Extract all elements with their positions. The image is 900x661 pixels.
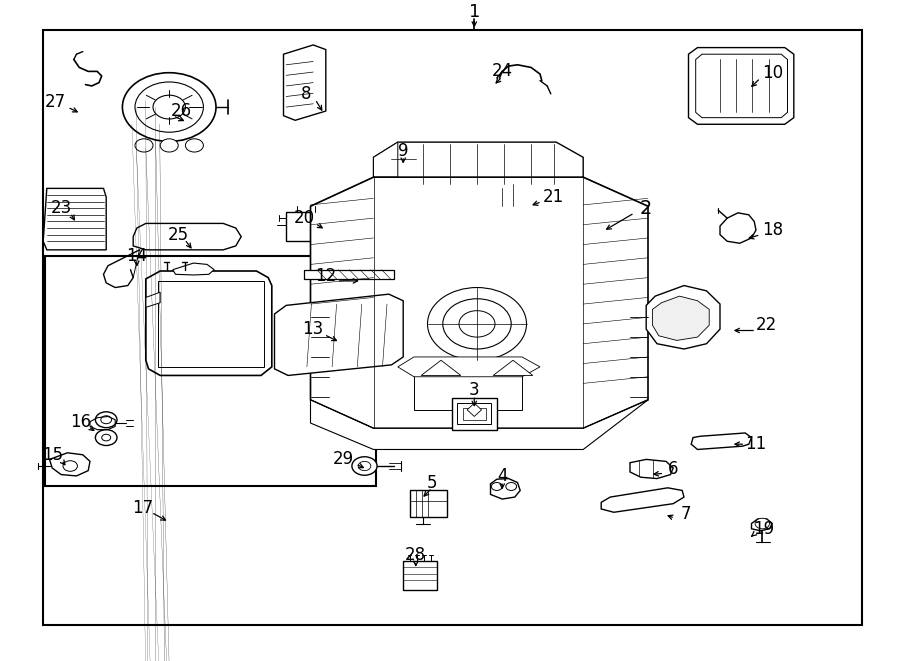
Text: 27: 27 (45, 93, 67, 112)
Polygon shape (491, 479, 520, 499)
Text: 1: 1 (469, 3, 480, 21)
Circle shape (102, 434, 111, 441)
Bar (286, 212, 331, 241)
Text: 7: 7 (680, 505, 691, 524)
Text: 4: 4 (497, 467, 508, 485)
Polygon shape (646, 286, 720, 349)
Bar (45, 256, 376, 486)
Polygon shape (146, 292, 160, 307)
Circle shape (63, 461, 77, 471)
Circle shape (491, 483, 502, 490)
Text: 14: 14 (126, 247, 148, 266)
Bar (158, 281, 264, 367)
Text: 18: 18 (761, 221, 783, 239)
Polygon shape (50, 453, 90, 476)
Polygon shape (374, 142, 583, 185)
Circle shape (101, 416, 112, 424)
Polygon shape (696, 54, 788, 118)
Circle shape (153, 95, 185, 119)
Text: 3: 3 (469, 381, 480, 399)
Circle shape (506, 483, 517, 490)
Polygon shape (43, 188, 106, 250)
Polygon shape (688, 48, 794, 124)
Text: 6: 6 (668, 460, 679, 479)
Circle shape (459, 311, 495, 337)
Text: 24: 24 (491, 62, 513, 81)
Text: 16: 16 (70, 412, 92, 431)
Text: 9: 9 (398, 141, 409, 160)
Circle shape (428, 288, 526, 360)
Circle shape (122, 73, 216, 141)
Polygon shape (652, 296, 709, 340)
Text: 11: 11 (745, 435, 767, 453)
Text: 15: 15 (41, 446, 63, 464)
Bar (414, 357, 522, 410)
Text: 2: 2 (640, 199, 652, 217)
Polygon shape (421, 360, 461, 375)
Polygon shape (691, 433, 752, 449)
Polygon shape (274, 294, 403, 375)
Text: 21: 21 (543, 188, 564, 206)
Text: 10: 10 (761, 63, 783, 82)
Circle shape (135, 82, 203, 132)
Circle shape (443, 299, 511, 349)
Polygon shape (630, 459, 673, 479)
Text: 12: 12 (315, 267, 337, 286)
Polygon shape (601, 488, 684, 512)
Circle shape (95, 412, 117, 428)
Circle shape (160, 139, 178, 152)
Polygon shape (720, 213, 756, 243)
Text: 13: 13 (302, 320, 324, 338)
Text: 25: 25 (167, 225, 189, 244)
Text: 8: 8 (301, 85, 311, 103)
Circle shape (352, 457, 377, 475)
Text: 22: 22 (756, 316, 778, 334)
Bar (403, 561, 437, 590)
Text: 23: 23 (50, 199, 72, 217)
Circle shape (95, 430, 117, 446)
Circle shape (397, 154, 410, 163)
Text: 28: 28 (405, 546, 427, 564)
Polygon shape (133, 223, 241, 250)
Bar (410, 490, 447, 517)
Polygon shape (310, 177, 648, 428)
Circle shape (391, 149, 416, 168)
Circle shape (755, 518, 770, 529)
Bar (463, 408, 486, 420)
Polygon shape (752, 519, 772, 531)
Text: 5: 5 (427, 473, 437, 492)
Polygon shape (173, 263, 214, 275)
Polygon shape (310, 400, 648, 449)
Polygon shape (398, 357, 540, 377)
Circle shape (185, 139, 203, 152)
Text: 20: 20 (293, 209, 315, 227)
Text: 17: 17 (131, 498, 153, 517)
Circle shape (135, 139, 153, 152)
Polygon shape (467, 403, 482, 416)
Polygon shape (146, 271, 272, 375)
Polygon shape (497, 184, 531, 206)
Text: 26: 26 (171, 102, 193, 120)
Bar (452, 398, 497, 430)
Bar (304, 270, 394, 279)
Text: 19: 19 (752, 520, 774, 538)
Polygon shape (374, 142, 398, 177)
Bar (457, 403, 491, 424)
Circle shape (358, 461, 371, 471)
Polygon shape (284, 45, 326, 120)
Polygon shape (493, 360, 533, 375)
Text: 29: 29 (333, 450, 355, 469)
